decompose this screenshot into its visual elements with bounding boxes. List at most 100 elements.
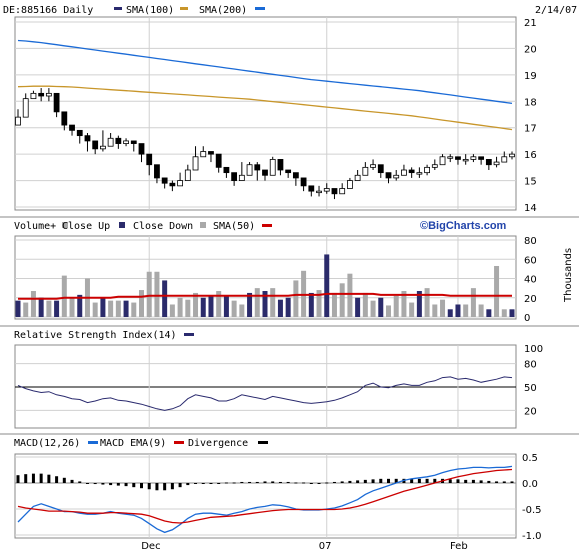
macd-ema-line xyxy=(17,468,513,524)
divergence-bar xyxy=(510,481,514,483)
macd-tick-label: -0.5 xyxy=(522,505,542,516)
divergence-bar xyxy=(47,474,51,483)
divergence-bar xyxy=(70,479,74,483)
volume-tick-label: 80 xyxy=(524,236,537,247)
volume-bar xyxy=(362,292,368,317)
price-tick-label: 15 xyxy=(524,177,537,188)
volume-bar xyxy=(61,275,67,317)
price-header: DE:885166 Daily SMA(100) SMA(200) 2/14/0… xyxy=(3,5,577,16)
candle-body xyxy=(53,92,60,113)
volume-bar xyxy=(470,288,476,317)
volume-bar xyxy=(424,288,430,317)
divergence-bar xyxy=(201,483,205,484)
candle-body xyxy=(462,159,469,162)
macd-panel: -1.0 -0.5 0.0 0.5 Dec 07 Feb xyxy=(14,453,542,552)
volume-tick-label: 40 xyxy=(524,275,537,286)
candle-body xyxy=(277,159,284,171)
rsi-tick-label: 20 xyxy=(524,406,537,417)
candle-body xyxy=(215,153,222,168)
candle-body xyxy=(246,164,253,176)
rsi-tick-label: 50 xyxy=(524,383,537,394)
divergence-bar xyxy=(394,478,398,483)
volume-bar xyxy=(416,291,422,317)
price-tick-label: 20 xyxy=(524,44,537,55)
price-candles xyxy=(15,88,515,200)
candle-body xyxy=(377,164,384,174)
divergence-bar xyxy=(155,483,159,491)
bigcharts-brand: ©BigCharts.com xyxy=(420,220,507,232)
rsi-tick-label: 100 xyxy=(524,344,543,355)
price-tick-label: 18 xyxy=(524,97,537,108)
divergence-bar xyxy=(78,481,82,483)
candle-body xyxy=(192,156,199,171)
volume-bar xyxy=(162,280,168,317)
volume-bar xyxy=(30,291,36,317)
divergence-bar xyxy=(194,483,198,484)
divergence-bar xyxy=(217,483,221,484)
divergence-bar xyxy=(471,479,475,483)
divergence-bar xyxy=(147,483,151,490)
divergence-bar xyxy=(93,483,97,485)
volume-bar xyxy=(108,300,114,317)
macd-tick-label: 0.5 xyxy=(522,453,538,464)
volume-bar xyxy=(77,294,83,317)
volume-bar xyxy=(193,292,199,317)
volume-bar xyxy=(316,290,322,317)
rsi-y-axis: 20 50 80 100 xyxy=(524,344,543,417)
rsi-swatch xyxy=(184,333,194,336)
divergence-bar xyxy=(116,483,120,486)
volume-tick-label: 20 xyxy=(524,294,537,305)
volume-bar xyxy=(216,291,222,317)
sma100-legend: SMA(100) xyxy=(126,5,174,16)
volume-bar xyxy=(154,271,160,317)
candle-body xyxy=(45,92,52,97)
candle-body xyxy=(478,156,485,160)
candle-body xyxy=(22,98,29,118)
candle-body xyxy=(231,172,238,181)
volume-bar xyxy=(370,300,376,317)
candle-body xyxy=(200,151,207,158)
candle-body xyxy=(254,164,261,171)
divergence-bar xyxy=(24,474,28,483)
rsi-grid xyxy=(15,345,516,428)
volume-bar xyxy=(401,291,407,317)
divergence-bar xyxy=(248,481,252,483)
candle-body xyxy=(146,153,153,166)
macd-lines xyxy=(17,465,513,534)
volume-bar xyxy=(355,297,361,317)
divergence-bar xyxy=(186,483,190,486)
divergence-bar xyxy=(495,481,499,483)
candle-body xyxy=(208,151,214,155)
candle-body xyxy=(408,169,415,174)
divergence-bar xyxy=(410,478,414,483)
candle-body xyxy=(115,137,122,144)
candle-body xyxy=(323,188,330,192)
candle-body xyxy=(485,159,492,166)
candle-body xyxy=(184,169,191,181)
divergence-bar xyxy=(232,482,236,484)
volume-bar xyxy=(440,299,446,317)
divergence-bar xyxy=(109,483,113,486)
candle-body xyxy=(447,156,454,159)
divergence-bar xyxy=(309,483,313,484)
candle-body xyxy=(161,177,168,184)
divergence-bar xyxy=(479,480,483,483)
volume-bar xyxy=(324,254,330,317)
candle-body xyxy=(292,172,299,179)
volume-bar xyxy=(208,295,214,317)
macd-tick-label: 0.0 xyxy=(522,479,538,490)
volume-bar xyxy=(100,297,106,317)
divergence-bar xyxy=(317,483,321,484)
x-tick-label: Dec xyxy=(141,541,160,552)
rsi-header: Relative Strength Index(14) xyxy=(0,325,579,341)
volume-bar xyxy=(432,304,438,317)
volume-bar xyxy=(331,292,337,317)
volume-sma50-line xyxy=(18,292,512,300)
macd-swatch xyxy=(88,441,98,444)
candle-body xyxy=(177,180,183,187)
volume-bar xyxy=(15,300,21,317)
chart-date: 2/14/07 xyxy=(535,5,577,16)
volume-tick-label: 0 xyxy=(524,313,530,324)
divergence-bar xyxy=(433,478,437,483)
blue-line-swatch xyxy=(255,7,265,10)
